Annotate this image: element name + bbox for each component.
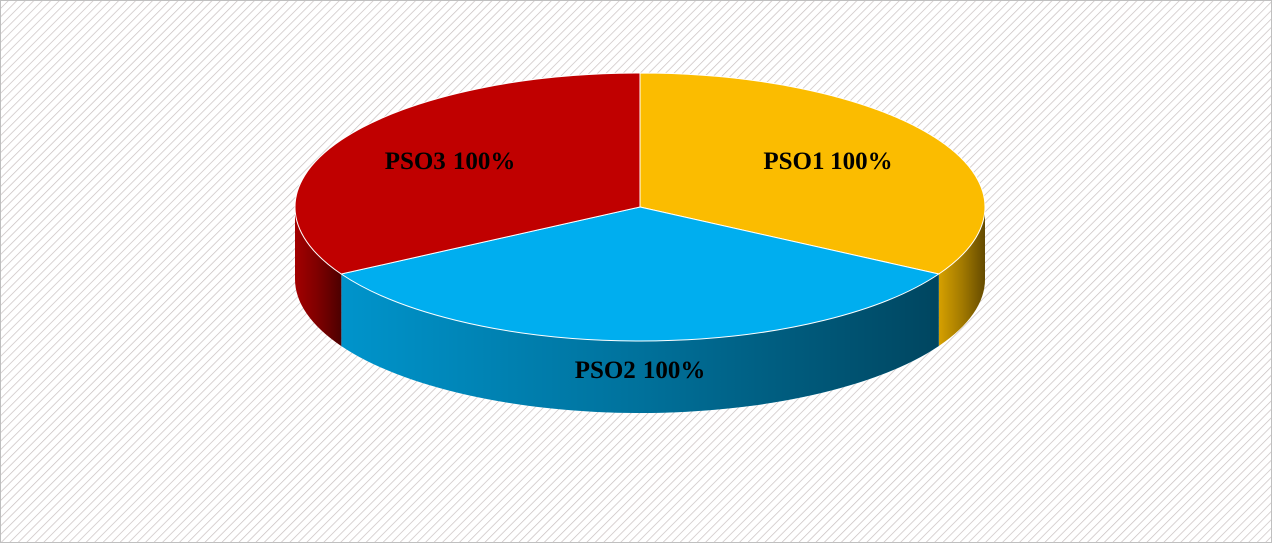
data-labels: PSO1 100%PSO2 100%PSO3 100% xyxy=(385,148,893,384)
data-label: PSO2 100% xyxy=(575,357,706,384)
data-label: PSO1 100% xyxy=(763,148,892,175)
label-value: 100% xyxy=(830,148,893,175)
slice xyxy=(294,72,641,275)
slice xyxy=(339,206,941,342)
label-category: PSO3 xyxy=(385,148,446,175)
label-value: 100% xyxy=(453,148,516,175)
label-category: PSO1 xyxy=(763,148,824,175)
label-category: PSO2 xyxy=(575,357,636,384)
slice xyxy=(639,72,986,275)
slice-side-shade xyxy=(341,274,939,413)
data-label: PSO3 100% xyxy=(385,148,516,175)
pie-tops xyxy=(294,72,986,342)
pie-sides xyxy=(295,207,985,413)
label-value: 100% xyxy=(643,357,706,384)
